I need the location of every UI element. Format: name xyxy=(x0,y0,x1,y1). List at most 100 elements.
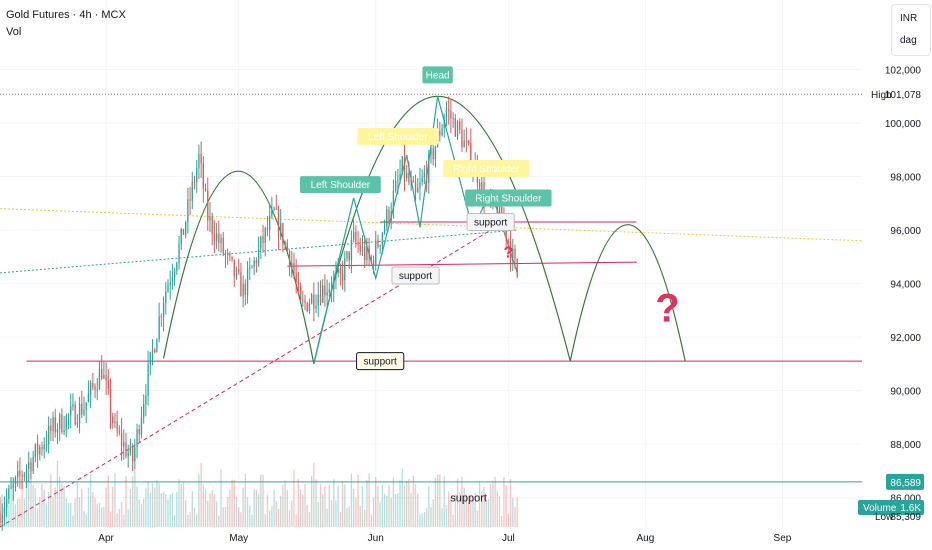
volume-bar xyxy=(120,502,123,527)
candle-body xyxy=(160,316,163,318)
volume-bar xyxy=(204,489,207,527)
volume-bar xyxy=(45,503,48,527)
volume-bar xyxy=(43,489,45,527)
volume-bar xyxy=(78,497,81,527)
volume-bar xyxy=(215,501,218,527)
volume-bar xyxy=(101,507,103,527)
volume-bar xyxy=(487,498,490,527)
candle-body xyxy=(0,510,1,523)
candle-body xyxy=(417,187,419,193)
volume-bar xyxy=(503,476,505,527)
candle-body xyxy=(52,417,54,431)
support-label: support xyxy=(391,266,440,285)
candle-body xyxy=(147,364,149,396)
volume-bar xyxy=(213,494,216,527)
current-price-value: 86,589 xyxy=(890,478,921,489)
candle-body xyxy=(454,118,456,137)
volume-bar xyxy=(346,508,348,527)
candle-body xyxy=(193,181,196,183)
x-tick-label: Jun xyxy=(368,533,384,544)
volume-bar xyxy=(251,514,253,527)
candle-body xyxy=(116,421,118,432)
volume-bar xyxy=(430,507,432,527)
candle-body xyxy=(231,256,233,260)
candle-body xyxy=(419,182,421,188)
candle-body xyxy=(107,380,109,389)
candle-body xyxy=(266,228,269,231)
current-price-badge xyxy=(886,473,924,490)
candle-body xyxy=(114,421,116,423)
volume-bar xyxy=(198,474,200,527)
candle-body xyxy=(306,302,308,312)
candle-body xyxy=(271,209,273,216)
candle-body xyxy=(23,474,25,477)
volume-bar xyxy=(432,499,434,527)
candle-body xyxy=(302,300,304,302)
volume-bar xyxy=(414,484,417,527)
volume-bar xyxy=(140,504,143,527)
candle-body xyxy=(229,253,231,257)
candle-body xyxy=(434,146,437,160)
candle-body xyxy=(313,294,315,309)
candle-body xyxy=(50,425,52,431)
volume-bar xyxy=(220,469,222,527)
candle-body xyxy=(255,260,258,264)
candle-body xyxy=(461,129,463,148)
candle-body xyxy=(134,447,136,462)
currency-label: INR xyxy=(900,13,918,24)
candle-body xyxy=(218,233,220,244)
volume-bar xyxy=(280,496,282,527)
volume-bar xyxy=(96,503,98,527)
question-mark: ? xyxy=(503,244,513,261)
candle-body xyxy=(158,316,160,340)
volume-bar xyxy=(209,493,211,527)
candle-body xyxy=(189,199,191,201)
candle-body xyxy=(63,430,65,433)
y-tick-label: 86,000 xyxy=(890,494,921,505)
candle-body xyxy=(54,417,56,433)
volume-bar xyxy=(123,514,125,527)
candle-body xyxy=(450,110,452,119)
volume-bar xyxy=(36,508,39,527)
x-tick-label: Aug xyxy=(636,533,654,544)
x-tick-label: Jul xyxy=(502,533,515,544)
candle-body xyxy=(74,404,76,425)
candle-body xyxy=(94,386,96,390)
candle-body xyxy=(275,208,277,210)
candle-body xyxy=(498,199,501,218)
candle-body xyxy=(364,246,366,261)
volume-bar xyxy=(191,491,193,527)
candle-body xyxy=(432,148,434,160)
candle-body xyxy=(41,447,43,450)
volume-bar xyxy=(485,502,487,527)
candle-body xyxy=(81,403,83,415)
volume-bar xyxy=(109,511,112,527)
candle-body xyxy=(368,246,370,258)
volume-bar xyxy=(465,494,468,527)
volume-bar xyxy=(94,498,96,527)
candle-body xyxy=(328,289,330,293)
volume-bar xyxy=(394,494,397,527)
volume-bar xyxy=(288,510,291,527)
volume-bar xyxy=(136,486,138,527)
volume-bar xyxy=(423,511,426,527)
volume-bar xyxy=(178,479,180,527)
volume-bar xyxy=(151,483,154,527)
trend-line xyxy=(0,229,518,274)
volume-bar xyxy=(293,469,295,527)
candle-body xyxy=(34,444,37,458)
volume-bar xyxy=(403,485,406,527)
currency-unit-selector[interactable]: INR dag xyxy=(891,4,931,56)
y-tick-label: 102,000 xyxy=(885,66,922,77)
volume-bar xyxy=(386,495,388,527)
volume-bar xyxy=(218,515,220,527)
volume-bar xyxy=(246,497,249,527)
y-tick-label: 100,000 xyxy=(885,119,922,130)
candle-body xyxy=(224,253,227,255)
volume-bar xyxy=(30,456,32,527)
candle-body xyxy=(200,153,202,164)
volume-bar xyxy=(319,483,322,527)
volume-bar xyxy=(282,484,284,527)
volume-bar xyxy=(169,494,171,527)
